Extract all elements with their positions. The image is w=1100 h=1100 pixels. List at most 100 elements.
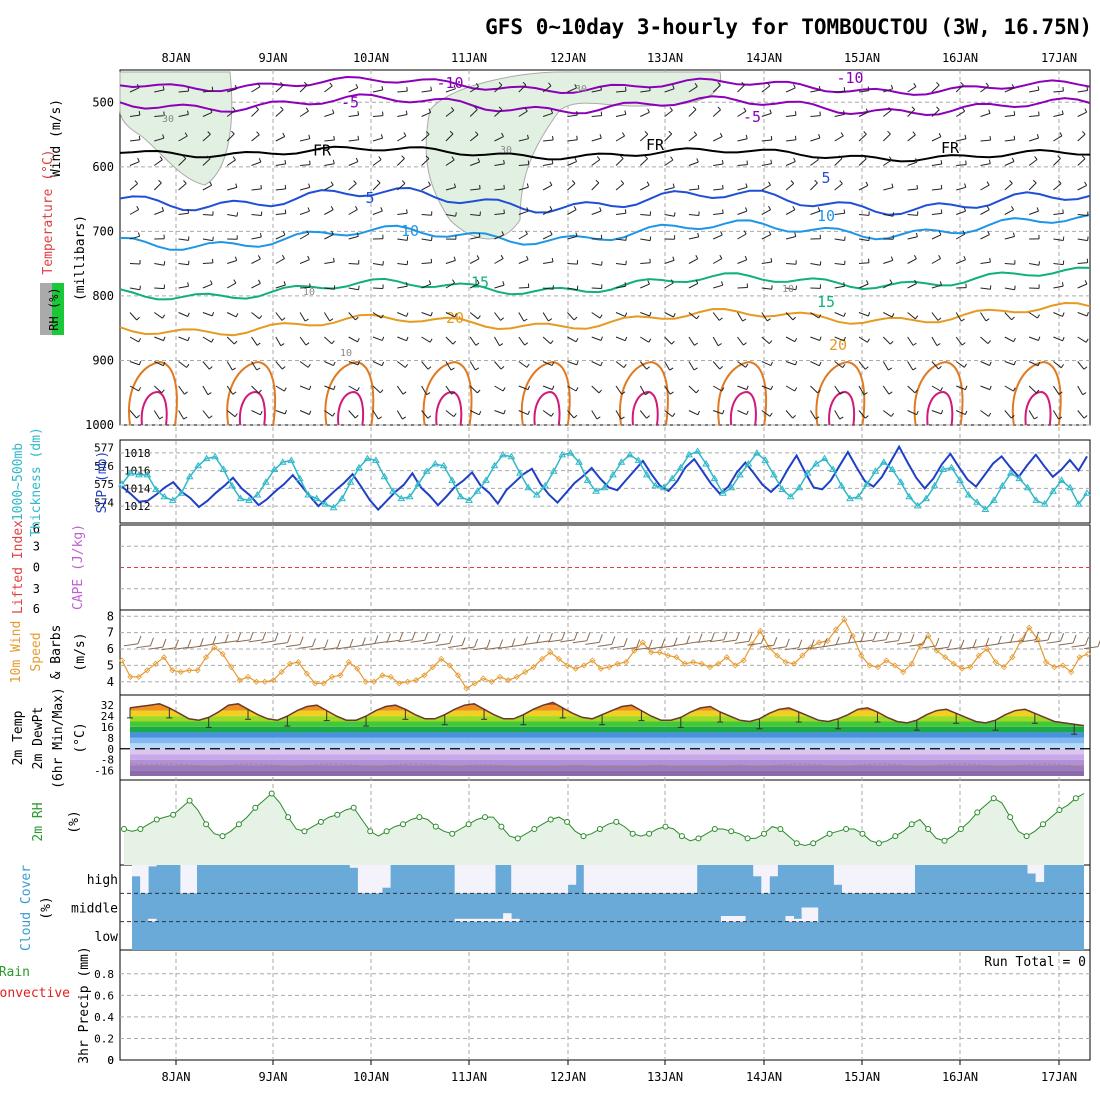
wind-barb [868,258,870,263]
wind-barb [381,336,385,341]
wind-barb [211,86,214,91]
wind-barb [596,416,601,420]
wind-barb [664,259,675,264]
wind-barb [548,318,553,322]
wind-barb [912,367,917,371]
wind-barb [672,413,676,417]
wind-barb [372,210,383,215]
wind10-barb [536,634,541,643]
wind-barb [914,389,918,394]
wind-barb [858,214,870,216]
wind-barb [202,262,213,264]
wind-speed-point [597,665,604,672]
wind-barb [567,287,578,291]
wind-barb [940,409,944,415]
wind-barb [348,312,356,321]
wind-barb [445,88,456,93]
wind-barb [324,85,333,93]
thickness-point [634,456,643,463]
wind-barb [595,179,600,184]
precip-tick-label: 0.6 [94,989,114,1002]
wind-barb [281,317,286,321]
wind-barb [770,136,773,141]
wind-barb [226,336,235,345]
wind-barb [401,180,406,184]
wind-barb [308,183,311,188]
temperature-contour [119,186,1091,216]
wind-barb [282,132,286,137]
cloud-high-gap [591,865,601,894]
wind-barb [591,137,602,142]
wind-barb [431,236,433,241]
wind10-barb [672,643,687,647]
wind-barb [1077,90,1088,93]
wind-barb [1011,205,1015,210]
thickness-point [727,483,736,491]
wind-barb [445,282,455,289]
wind-barb [372,385,381,394]
wind-barb [355,316,359,321]
rh-point [728,828,735,835]
wind10-barb [748,633,753,642]
cloud-unit-label: (%) [39,896,54,919]
wind-barb [332,412,336,417]
date-tick-bottom: 13JAN [647,1070,683,1084]
wind-barb [615,135,625,142]
wind-barb [1077,283,1088,289]
wind-barb [1028,137,1039,142]
wind-barb [542,385,553,391]
wind-speed-point [513,673,520,680]
wind-barb [136,83,140,89]
rh-point [301,828,308,835]
wind-barb [615,285,626,289]
wind-barb [129,263,141,265]
millibars-axis-label: (millibars) [73,215,88,301]
wind-barb [567,361,577,366]
wind-barb [591,115,602,117]
wind-barb [308,134,311,139]
wind-barb [331,340,335,345]
wind-barb [518,361,528,368]
wind10-barb [935,637,940,647]
wind-barb [129,139,140,142]
wind-barb [834,90,845,93]
wind-barb [695,279,699,284]
wind-barb [576,360,579,366]
wind-barb [500,254,504,259]
wind-barb [494,312,501,321]
wind-barb [1086,312,1089,317]
wind-barb [1059,132,1063,137]
wind-barb [688,258,698,264]
wind-barb [907,134,916,142]
wind-barb [955,410,966,416]
wind-barb [573,205,577,210]
wind-barb [518,259,529,264]
thickness-point [820,454,829,462]
contour-label: 20 [446,309,464,327]
contour-label: 10 [817,207,835,225]
wind10-barb [873,631,878,641]
rh-point [941,837,948,844]
wind-barb [713,410,723,415]
cloud-high-gap [454,865,464,894]
wind-barb [178,114,189,117]
wind-barb [858,385,865,395]
wind-barb [624,336,628,341]
wind-barb [931,312,939,321]
wind-barb [430,312,433,317]
rh-point [974,809,981,816]
wind-barb [980,234,990,240]
wind-barb [907,336,914,346]
wind-barb [354,414,359,419]
wind-barb [664,385,671,395]
wind-barb [1004,161,1015,166]
wind-barb [1034,416,1038,420]
thickness-point [270,465,279,472]
wind-barb [810,263,821,266]
cloud-high-gap [519,865,528,894]
pressure-tick-label: 500 [92,95,114,109]
wind-barb [500,317,505,321]
wind-barb [153,385,163,394]
wind10-barb [636,639,641,648]
